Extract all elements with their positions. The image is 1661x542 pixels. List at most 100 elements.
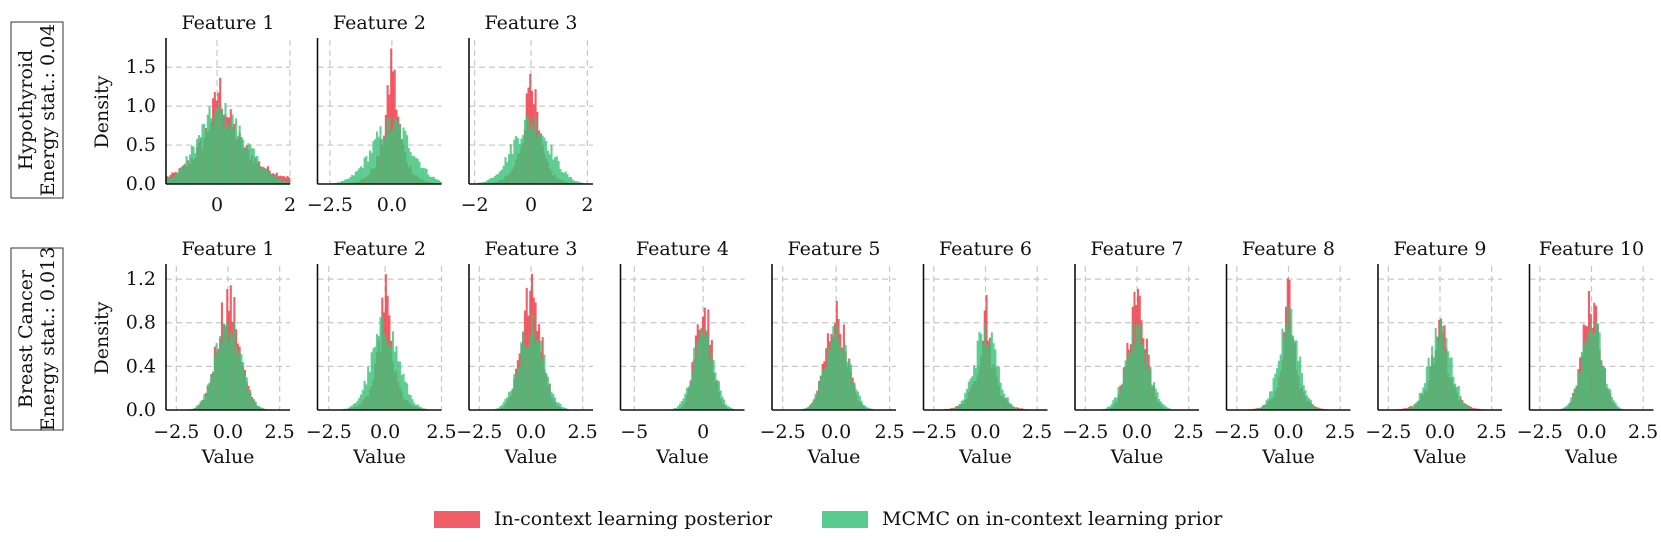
histogram-bar-mcmc: [345, 179, 348, 184]
histogram-bar-mcmc: [429, 176, 432, 184]
histogram-bar-mcmc: [338, 182, 341, 184]
legend-swatch-mcmc: [822, 510, 868, 528]
histogram-bar-mcmc: [1154, 388, 1157, 410]
histogram-bar-mcmc: [1443, 350, 1446, 410]
histogram-bar-mcmc: [336, 182, 340, 184]
histogram-bar-mcmc: [1431, 346, 1434, 410]
histogram-bar-mcmc: [204, 395, 208, 410]
histogram-bar-mcmc: [397, 123, 400, 184]
histogram-bar-mcmc: [700, 329, 703, 410]
histogram-bar-mcmc: [174, 173, 177, 184]
legend: In-context learning posterior MCMC on in…: [0, 504, 1661, 534]
histogram-bar-mcmc: [215, 109, 218, 184]
histogram-bar-mcmc: [422, 168, 425, 184]
histogram-bar-mcmc: [1424, 383, 1427, 410]
histogram-bar-mcmc: [992, 343, 995, 410]
histogram-bar-mcmc: [486, 180, 489, 184]
histogram-bar-mcmc: [1277, 360, 1280, 410]
histogram-bar-mcmc: [1160, 401, 1163, 410]
histogram-bar-mcmc: [1288, 329, 1291, 410]
histogram-bar-mcmc: [199, 401, 202, 410]
histogram-bar-mcmc: [578, 182, 581, 184]
histogram-bar-mcmc: [365, 156, 368, 184]
panel-title: Feature 1: [181, 12, 274, 34]
histogram-bar-mcmc: [1307, 398, 1311, 410]
histogram-bar-mcmc: [368, 150, 371, 184]
histogram-bar-mcmc: [555, 156, 558, 184]
histogram-bar-mcmc: [1149, 366, 1152, 410]
panel-title: Feature 3: [484, 238, 577, 260]
panel-title: Feature 8: [1242, 238, 1335, 260]
histogram-bar-mcmc: [404, 381, 407, 410]
histogram-bar-mcmc: [212, 125, 215, 184]
histogram-bar-mcmc: [693, 347, 696, 410]
histogram-bar-mcmc: [1274, 373, 1277, 410]
histogram-bar-mcmc: [1152, 382, 1156, 410]
histogram-bar-mcmc: [543, 354, 546, 410]
histogram-bar-icl: [1402, 408, 1405, 410]
histogram-bar-mcmc: [1420, 392, 1423, 410]
histogram-bar-mcmc: [213, 113, 216, 184]
histogram-bar-mcmc: [254, 401, 257, 410]
x-tick-label: 2: [581, 194, 593, 216]
histogram-bar-mcmc: [1161, 403, 1164, 410]
histogram-bar-mcmc: [201, 400, 204, 410]
histogram-bar-mcmc: [518, 143, 521, 184]
histogram-bar-mcmc: [1292, 335, 1295, 410]
histogram-bar-mcmc: [347, 407, 350, 410]
legend-item-mcmc: MCMC on in-context learning prior: [822, 507, 1222, 531]
histogram-bar-mcmc: [404, 130, 407, 184]
histogram-bar-mcmc: [1425, 366, 1428, 410]
histogram-bar-icl: [284, 177, 287, 184]
histogram-bar-mcmc: [388, 346, 391, 410]
x-tick-label: −2.5: [1517, 421, 1563, 443]
histogram-bar-mcmc: [826, 348, 829, 410]
histogram-bar-mcmc: [552, 393, 555, 410]
histogram-bar-mcmc: [425, 168, 428, 184]
histogram-bar-mcmc: [509, 144, 512, 184]
histogram-bar-mcmc: [1012, 406, 1015, 410]
histogram-bar-mcmc: [974, 367, 977, 410]
histogram-bar-mcmc: [575, 181, 578, 184]
histogram-bar-mcmc: [1267, 398, 1270, 410]
histogram-bar-mcmc: [726, 406, 729, 410]
histogram-bar-mcmc: [288, 181, 291, 184]
histogram-bar-mcmc: [171, 176, 174, 184]
histogram-bar-mcmc: [390, 347, 393, 410]
x-axis-label: Value: [352, 446, 406, 468]
legend-item-icl: In-context learning posterior: [434, 507, 772, 531]
histogram-bar-mcmc: [251, 148, 254, 184]
x-axis-label: Value: [1261, 446, 1315, 468]
histogram-bar-mcmc: [481, 182, 484, 184]
histogram-bar-mcmc: [208, 106, 211, 184]
histogram-bar-mcmc: [204, 130, 208, 184]
histogram-bar-mcmc: [275, 177, 278, 184]
histogram-bar-mcmc: [534, 343, 537, 410]
histogram-bar-mcmc: [347, 178, 350, 184]
histogram-bar-mcmc: [220, 108, 223, 184]
histogram-bar-mcmc: [571, 179, 574, 184]
histogram-bar-mcmc: [1468, 407, 1471, 410]
histogram-bar-mcmc: [229, 331, 232, 410]
y-tick-label: 0.0: [126, 399, 156, 421]
histogram-bar-mcmc: [701, 329, 705, 410]
x-tick-label: 0.0: [370, 421, 400, 443]
y-axis-label: Density: [91, 75, 113, 148]
histogram-bar-mcmc: [864, 405, 867, 410]
histogram-bar-mcmc: [203, 394, 206, 410]
histogram-bar-mcmc: [1163, 405, 1166, 410]
histogram-bar-mcmc: [413, 402, 416, 410]
histogram-bar-mcmc: [520, 138, 523, 184]
histogram-bar-mcmc: [527, 346, 530, 410]
x-tick-label: −2.5: [1365, 421, 1411, 443]
histogram-bar-mcmc: [187, 161, 190, 184]
histogram-bar-mcmc: [1003, 393, 1006, 410]
histogram-bar-mcmc: [1618, 407, 1621, 410]
histogram-bar-mcmc: [849, 364, 853, 410]
histogram-bar-mcmc: [411, 155, 414, 184]
histogram-bar-mcmc: [981, 343, 985, 410]
x-tick-label: −2.5: [306, 421, 352, 443]
histogram-bar-mcmc: [686, 387, 689, 410]
histogram-bar-mcmc: [1616, 405, 1619, 410]
histogram-bar-mcmc: [406, 135, 409, 184]
